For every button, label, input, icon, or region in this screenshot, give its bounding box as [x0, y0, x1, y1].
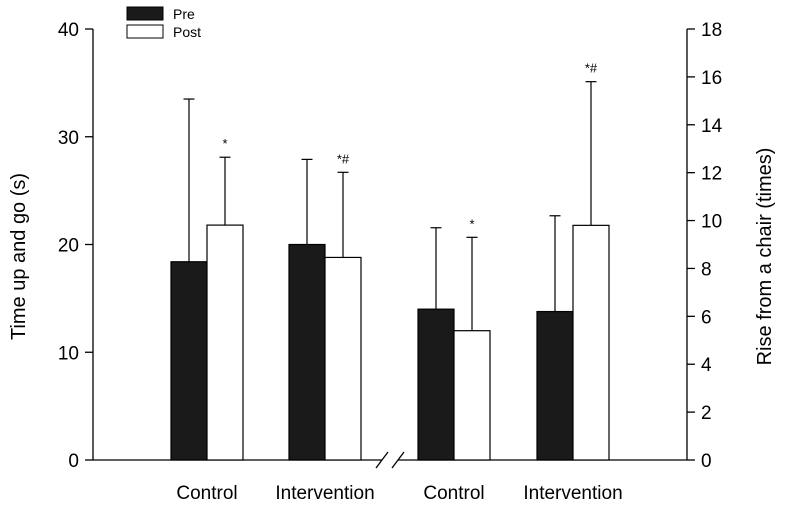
right-tick-label: 14: [701, 116, 723, 137]
bar-pre: [288, 243, 326, 461]
legend-label: Post: [173, 24, 201, 40]
bar-post: [206, 224, 244, 461]
legend: Pre Post: [126, 6, 201, 40]
right-axis-title: Rise from a chair (times): [754, 148, 776, 366]
right-tick-label: 8: [701, 259, 712, 280]
bar-pre: [170, 261, 208, 461]
left-tick-label: 40: [58, 20, 79, 41]
bar-pre: [417, 308, 455, 461]
right-tick-label: 2: [701, 403, 712, 424]
axis-break-mark: [391, 451, 405, 469]
significance-label: *: [222, 136, 227, 151]
bars: [170, 81, 610, 461]
significance-label: *#: [337, 151, 350, 166]
left-tick-label: 20: [58, 236, 79, 257]
bar-pre: [536, 310, 574, 461]
significance-label: *: [469, 216, 474, 231]
axis-break-mark: [375, 451, 389, 469]
legend-swatch-post: [126, 24, 164, 39]
category-label: Control: [423, 483, 484, 504]
category-label: Intervention: [275, 483, 374, 504]
left-tick-label: 10: [58, 343, 79, 364]
bar-post: [324, 256, 362, 461]
labels: 0 10 20 30 40 0 2 4 6 8 10 12 14 16 18 Time up and go (…: [8, 20, 776, 504]
left-tick-label: 0: [68, 451, 79, 472]
significance-label: *#: [585, 61, 598, 76]
category-label: Intervention: [523, 483, 622, 504]
legend-label: Pre: [173, 6, 195, 22]
right-tick-label: 16: [701, 68, 722, 89]
right-tick-label: 12: [701, 164, 722, 185]
bar-post: [453, 330, 491, 461]
right-tick-label: 18: [701, 20, 722, 41]
legend-swatch-pre: [126, 6, 164, 21]
left-axis-title: Time up and go (s): [8, 173, 30, 340]
right-tick-label: 4: [701, 355, 712, 376]
left-tick-label: 30: [58, 128, 79, 149]
right-tick-label: 10: [701, 212, 722, 233]
right-tick-label: 6: [701, 307, 712, 328]
category-label: Control: [176, 483, 237, 504]
right-tick-label: 0: [701, 451, 712, 472]
bar-post: [572, 224, 610, 461]
